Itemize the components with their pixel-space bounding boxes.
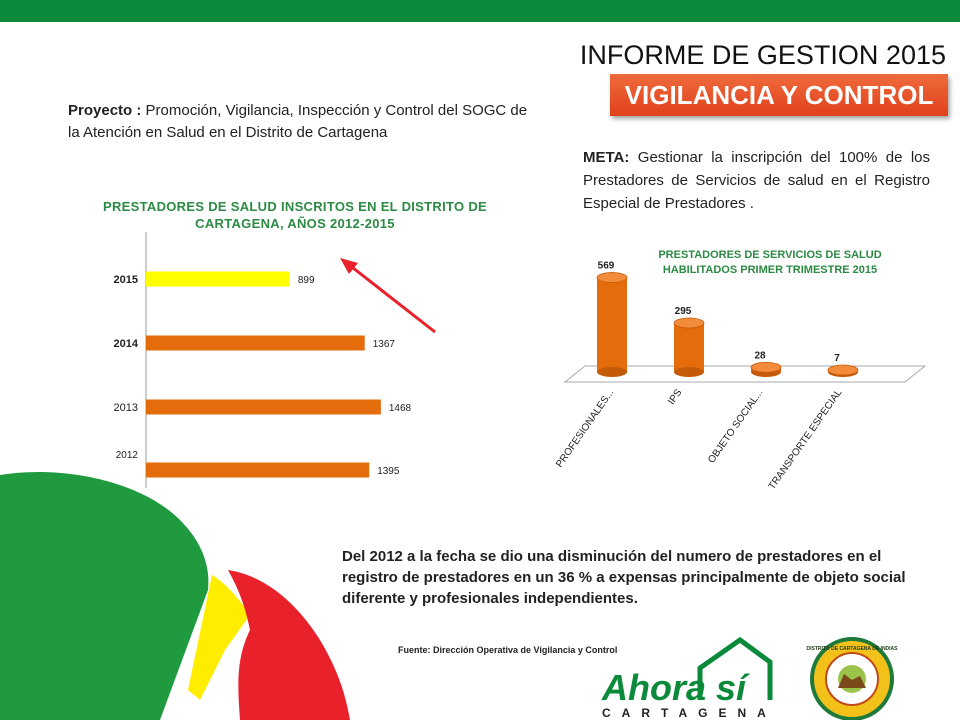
column-2-category: OBJETO SOCIAL... [706, 387, 765, 465]
column-3-top [827, 364, 859, 376]
column-0-top [596, 272, 628, 283]
column-2-top [750, 361, 782, 373]
bar-2012 [146, 462, 370, 478]
column-1-top [673, 317, 705, 329]
section-banner: VIGILANCIA Y CONTROL [610, 74, 948, 116]
conclusion-text: Del 2012 a la fecha se dio una disminuci… [342, 548, 906, 607]
goal-text: Gestionar la inscripción del 100% de los… [583, 149, 930, 212]
bar-2013 [146, 399, 381, 415]
bar-category-2013: 2013 [114, 402, 138, 414]
source-note: Fuente: Dirección Operativa de Vigilanci… [398, 645, 618, 655]
column-2-value: 28 [754, 350, 766, 361]
project-label: Proyecto : [68, 102, 142, 119]
bar-chart-title: PRESTADORES DE SALUD INSCRITOS EN EL DIS… [103, 199, 487, 231]
goal-description: META: Gestionar la inscripción del 100% … [583, 146, 930, 215]
project-description: Proyecto : Promoción, Vigilancia, Inspec… [68, 100, 538, 144]
column-0-category: PROFESIONALES... [554, 387, 616, 469]
column-1-category: IPS [666, 387, 684, 407]
report-title: INFORME DE GESTION 2015 [579, 40, 946, 70]
column-0-body [597, 277, 627, 372]
bar-value-2013: 1468 [389, 403, 412, 414]
trend-arrow-line [347, 262, 436, 334]
top-green-bar [0, 0, 960, 22]
goal-label: META: [583, 149, 630, 166]
column-1-value: 295 [675, 306, 692, 317]
bar-category-2015: 2015 [114, 274, 138, 286]
column-0-base [597, 367, 627, 377]
column-0-value: 569 [598, 261, 615, 272]
column-3-category: TRANSPORTE ESPECIAL [767, 387, 845, 492]
column-chart-title: PRESTADORES DE SERVICIOS DE SALUD HABILI… [658, 249, 882, 276]
bar-2014 [146, 335, 365, 351]
column-3-value: 7 [834, 353, 840, 364]
bar-category-2012: 2012 [116, 450, 139, 461]
column-1-body [674, 323, 704, 372]
bar-value-2015: 899 [298, 275, 315, 286]
project-text: Promoción, Vigilancia, Inspección y Cont… [68, 102, 528, 141]
column-1-base [674, 367, 704, 377]
bar-2015 [146, 271, 290, 287]
trend-arrow-head [340, 258, 358, 274]
bar-value-2014: 1367 [373, 339, 396, 350]
bar-value-2012: 1395 [377, 466, 400, 477]
bar-category-2014: 2014 [114, 338, 139, 350]
